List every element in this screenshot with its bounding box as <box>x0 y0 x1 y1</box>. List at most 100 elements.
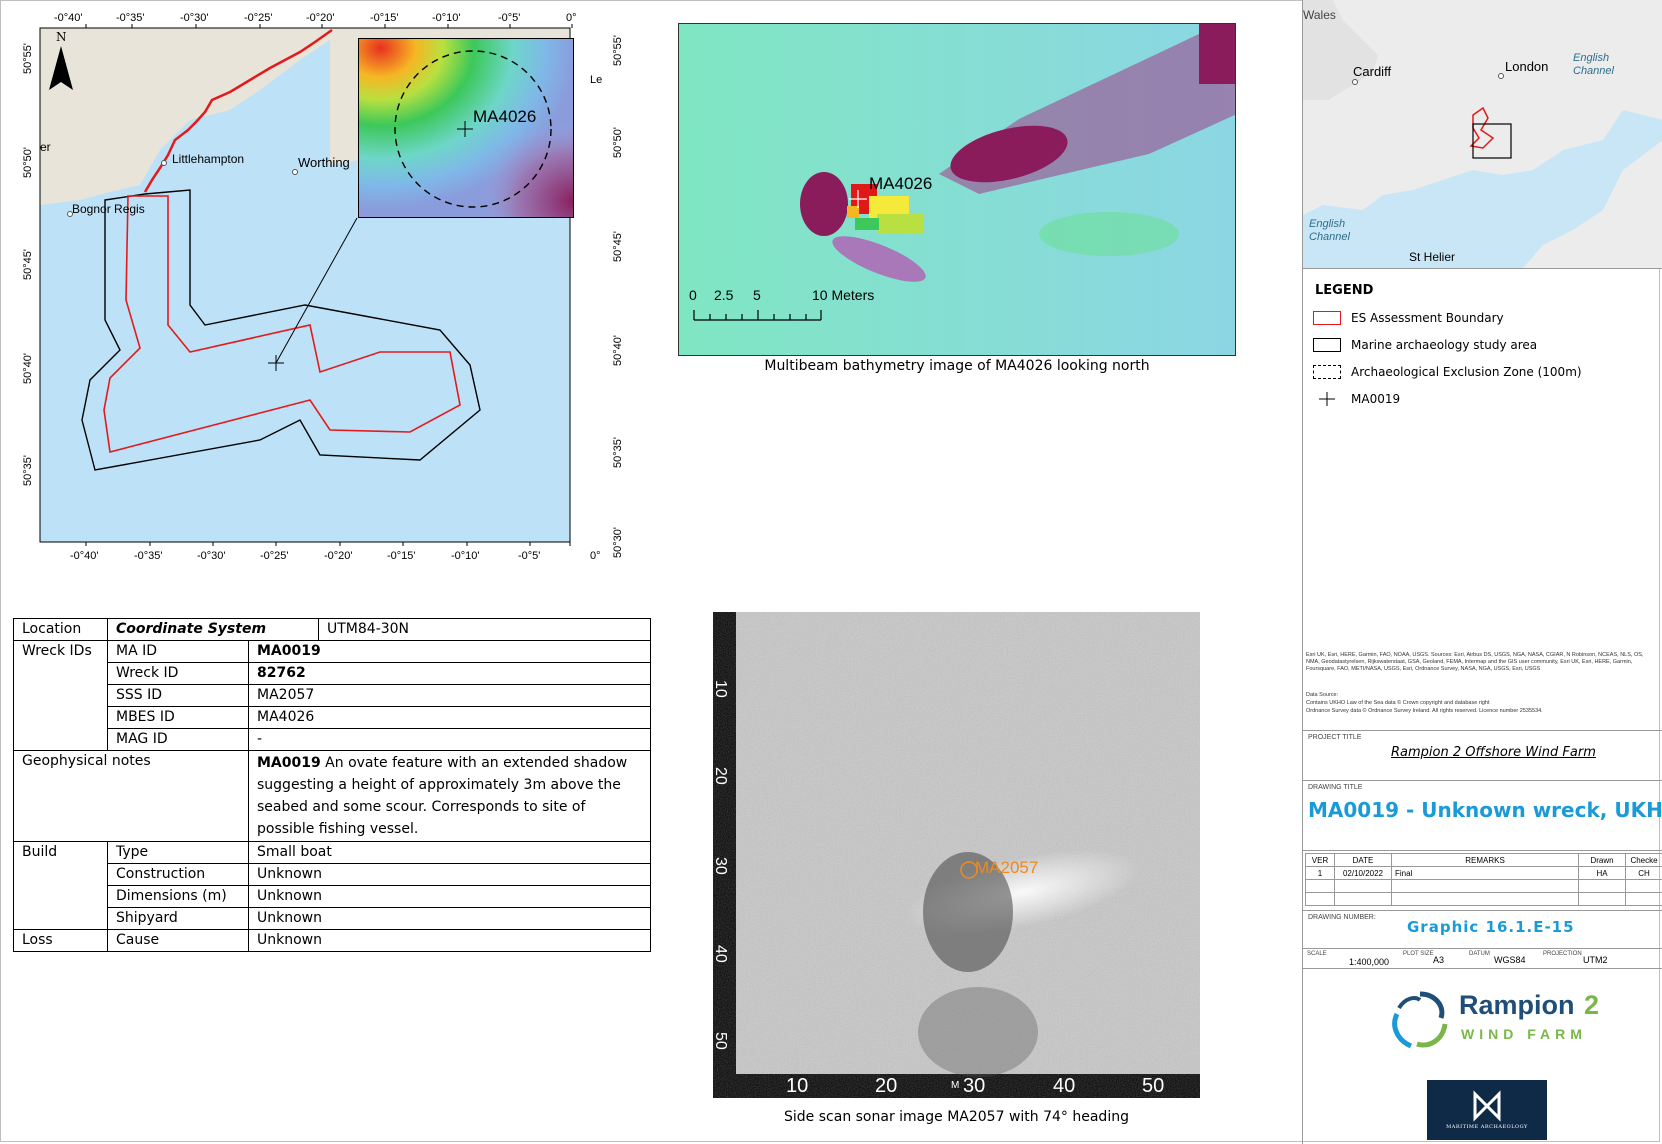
inset-label: MA4026 <box>473 107 537 126</box>
sss-label: MA2057 <box>975 858 1039 877</box>
place-label-littlehampton: Littlehampton <box>172 152 245 166</box>
credits-text: Esri UK, Esri, HERE, Garmin, FAO, NOAA, … <box>1306 652 1644 672</box>
sss-y-tick: 40 <box>713 945 729 963</box>
loss-value: Unknown <box>248 929 651 952</box>
right-panel: Wales Cardiff London English Channel Eng… <box>1302 0 1662 1144</box>
legend-item-study-area: Marine archaeology study area <box>1313 334 1537 356</box>
lon-tick-top: -0°30' <box>180 12 209 24</box>
table-row: MBES ID MA4026 <box>14 706 651 729</box>
table-row: Wreck ID 82762 <box>14 662 651 685</box>
build-key: Type <box>107 841 249 864</box>
lon-tick-bottom: 0° <box>590 550 601 562</box>
coord-system-value: UTM84-30N <box>318 618 651 641</box>
dashed-box-icon <box>1313 365 1341 379</box>
projection-field: UTM2 <box>1583 955 1608 965</box>
logo-number: 2 <box>1584 990 1600 1020</box>
table-row: Dimensions (m) Unknown <box>14 885 651 908</box>
project-title-label: PROJECT TITLE <box>1308 734 1362 741</box>
legend-item-es-boundary: ES Assessment Boundary <box>1313 307 1504 329</box>
id-value: - <box>248 728 651 751</box>
lon-tick-top: -0°15' <box>370 12 399 24</box>
revision-table: VER DATE REMARKS Drawn Checke 1 02/10/20… <box>1305 853 1662 906</box>
geophysical-notes-label: Geophysical notes <box>13 750 249 842</box>
table-row: Wreck IDs MA ID MA0019 <box>13 640 651 751</box>
plot-size-label: PLOT SIZE <box>1403 951 1434 957</box>
scale-field-label: SCALE <box>1307 951 1327 957</box>
overview-map[interactable]: Wales Cardiff London English Channel Eng… <box>1303 0 1662 269</box>
table-row: 1 02/10/2022 Final HA CH <box>1305 866 1662 880</box>
lon-tick-top: -0°35' <box>116 12 145 24</box>
lat-tick-left: 50°45' <box>22 249 34 280</box>
sss-y-tick: 30 <box>713 857 729 875</box>
sss-image[interactable]: MA2057 10 20 30 40 50 10 20 M 30 40 50 <box>713 612 1200 1098</box>
projection-label: PROJECTION <box>1543 951 1582 957</box>
lat-tick-left: 50°35' <box>22 455 34 486</box>
build-value: Unknown <box>248 907 651 930</box>
project-title: Rampion 2 Offshore Wind Farm <box>1391 745 1596 760</box>
sss-y-tick: 20 <box>713 767 729 785</box>
swirl-logo-icon <box>1392 991 1448 1049</box>
place-label-clipped-east: Le <box>590 74 603 86</box>
sss-x-tick: 10 <box>786 1075 809 1097</box>
drawing-number-label: DRAWING NUMBER: <box>1308 914 1376 921</box>
logo-sub-text: WIND FARM <box>1461 1026 1587 1042</box>
datum-label: DATUM <box>1469 951 1490 957</box>
overview-label-wales: Wales <box>1303 8 1336 22</box>
maritime-archaeology-logo: MARITIME ARCHAEOLOGY <box>1427 1080 1547 1140</box>
id-key: MA ID <box>107 640 249 663</box>
table-row: MAG ID - <box>14 728 651 751</box>
scale-label-0: 0 <box>689 287 697 303</box>
geo-notes-text: An ovate feature with an extended shadow… <box>257 755 628 837</box>
sss-x-tick: 20 <box>875 1075 898 1097</box>
drawing-title-label: DRAWING TITLE <box>1308 784 1363 791</box>
lat-tick-left: 50°55' <box>22 43 34 74</box>
lat-tick-right: 50°45' <box>612 231 624 262</box>
overview-label-channel-west: English Channel <box>1309 218 1350 243</box>
mbes-image[interactable]: MA4026 0 2.5 5 10 Meters <box>678 23 1236 356</box>
id-value: 82762 <box>248 662 651 685</box>
id-key: SSS ID <box>107 684 249 707</box>
overview-label-cardiff: Cardiff <box>1353 64 1392 79</box>
overview-label-channel-east: English Channel <box>1573 52 1614 77</box>
study-area-outline <box>81 189 481 471</box>
table-row: Location Coordinate System UTM84-30N <box>13 618 651 641</box>
table-row: Build Type Small boat <box>13 841 651 930</box>
scale-label-5: 5 <box>753 287 761 303</box>
lat-tick-right: 50°50' <box>612 127 624 158</box>
datum-field: WGS84 <box>1494 955 1526 965</box>
plot-size-field: A3 <box>1433 955 1445 965</box>
coord-system-label: Coordinate System <box>107 618 319 641</box>
black-box-icon <box>1313 338 1341 352</box>
id-key: Wreck ID <box>107 662 249 685</box>
lon-tick-bottom: -0°25' <box>260 550 289 562</box>
lat-tick-left: 50°50' <box>22 147 34 178</box>
build-key: Construction <box>107 863 249 886</box>
lat-tick-right: 50°30' <box>612 527 624 558</box>
maritime-text: MARITIME ARCHAEOLOGY <box>1446 1124 1528 1130</box>
sss-x-tick: 40 <box>1053 1075 1076 1097</box>
mbes-caption: Multibeam bathymetry image of MA4026 loo… <box>764 358 1150 374</box>
main-map[interactable]: N Littlehampton Worthing Bognor Regis er… <box>0 0 640 562</box>
sss-caption: Side scan sonar image MA2057 with 74° he… <box>784 1109 1129 1125</box>
drawing-title: MA0019 - Unknown wreck, UKHO8276 <box>1308 798 1662 822</box>
lon-tick-bottom: -0°40' <box>70 550 99 562</box>
lon-tick-top: 0° <box>566 12 577 24</box>
wreck-info-table: Location Coordinate System UTM84-30N Wre… <box>13 618 651 952</box>
legend-title: LEGEND <box>1315 283 1374 298</box>
id-key: MBES ID <box>107 706 249 729</box>
sss-x-tick: 30 <box>963 1075 986 1097</box>
location-label: Location <box>13 618 108 641</box>
north-arrow-icon: N <box>46 30 76 92</box>
logo-main-text: Rampion <box>1459 990 1575 1020</box>
lon-tick-top: -0°10' <box>432 12 461 24</box>
lon-tick-bottom: -0°30' <box>197 550 226 562</box>
cross-icon <box>1313 391 1341 407</box>
inset-leader-line <box>275 217 358 364</box>
place-label-bognor: Bognor Regis <box>72 202 145 216</box>
wreck-ids-label: Wreck IDs <box>13 640 108 751</box>
id-value: MA2057 <box>248 684 651 707</box>
overview-label-london: London <box>1505 59 1549 74</box>
title-block-divider <box>1303 730 1662 731</box>
id-key: MAG ID <box>107 728 249 751</box>
inset-bathymetry-map[interactable]: MA4026 <box>358 38 574 218</box>
